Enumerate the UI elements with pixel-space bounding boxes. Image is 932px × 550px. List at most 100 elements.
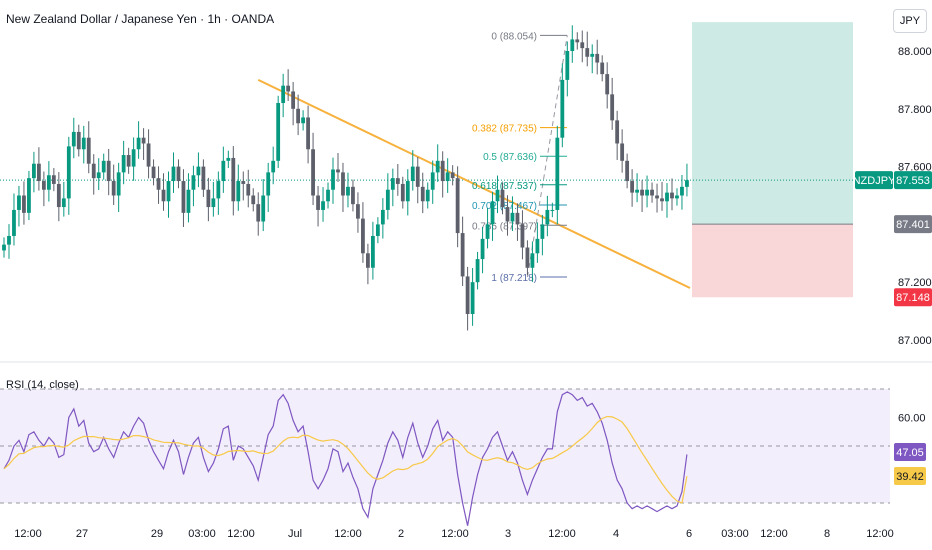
stop-price-tag-bg [894, 288, 932, 307]
candle-body [545, 209, 550, 225]
fib-trend-line [526, 35, 568, 278]
candle-body [2, 244, 6, 251]
price-tick-label: 87.800 [898, 104, 932, 116]
candle-body [266, 172, 271, 196]
candle-body [131, 149, 136, 167]
candle-body [660, 198, 664, 202]
time-tick-label: 12:00 [334, 528, 362, 540]
candle-body [346, 186, 350, 196]
candle-body [640, 189, 644, 196]
fib-level-label: 0.618 (87.537) [472, 181, 537, 192]
candle-body [196, 166, 201, 176]
candle-body [465, 276, 470, 314]
candle-body [655, 195, 659, 199]
time-tick-label: 6 [686, 528, 692, 540]
fib-level-label: 0.786 (87.397) [472, 221, 537, 232]
candle-body [101, 160, 106, 173]
rsi-tick-label: 60.00 [898, 413, 926, 425]
rsi-title: RSI (14, close) [6, 379, 79, 391]
candle-body [321, 201, 325, 210]
candle-body [251, 195, 256, 205]
candle-body [341, 172, 345, 196]
candle-body [490, 201, 495, 225]
time-tick-label: 12:00 [441, 528, 469, 540]
candle-body [615, 120, 620, 144]
candle-body [91, 163, 96, 179]
time-tick-label: 3 [505, 528, 511, 540]
price-labels: NZDJPY 87.553 87.401 87.148 47.05 39.42 [853, 171, 932, 485]
candle-body [595, 53, 600, 63]
stop-price-tag: 87.148 [896, 292, 930, 304]
rsi-ma-tag: 39.42 [896, 471, 924, 483]
last-price-tag-bg [894, 171, 932, 190]
candle-body [555, 137, 560, 210]
candle-body [570, 39, 575, 51]
candle-body [331, 169, 335, 190]
candle-body [425, 189, 430, 202]
trend-line [257, 78, 691, 289]
candle-body [221, 160, 226, 182]
candle-body [96, 172, 101, 179]
fib-level-label: 0 (88.054) [491, 31, 537, 42]
time-tick-label: 12:00 [227, 528, 255, 540]
last-price-tag: 87.553 [896, 175, 930, 187]
candle-body [216, 181, 221, 199]
time-tick-label: 12:00 [760, 528, 788, 540]
rsi-value-tag: 47.05 [896, 447, 924, 459]
candle-body [370, 235, 375, 268]
time-tick-label: Jul [288, 528, 302, 540]
time-tick-label: 12:00 [548, 528, 576, 540]
rsi-ma-line [3, 415, 688, 504]
target-zone [692, 22, 853, 225]
candle-body [136, 137, 141, 150]
candle-body [580, 42, 585, 49]
candle-body [375, 224, 380, 236]
candle-body [276, 103, 281, 161]
axes: 88.000 87.800 87.600 87.200 87.000 60.00 12:00… [14, 46, 931, 540]
candle-body [590, 53, 595, 57]
candle-body [186, 189, 191, 213]
rsi-ma-tag-bg [894, 467, 926, 485]
rsi-line [3, 391, 688, 526]
candle-body [191, 175, 196, 190]
fibonacci-retracement: 0 (88.054) 0.382 (87.735) 0.5 (87.636) 0.61… [472, 31, 568, 284]
candle-body [156, 178, 161, 190]
stop-zone [692, 224, 853, 298]
candle-body [535, 238, 540, 254]
candle-body [71, 131, 76, 147]
fib-level-label: 0.382 (87.735) [472, 124, 537, 135]
candle-body [366, 253, 370, 268]
time-tick-label: 03:00 [721, 528, 749, 540]
candle-body [410, 166, 415, 182]
currency-button[interactable]: JPY [893, 9, 927, 33]
candle-body [550, 209, 555, 211]
candle-body [650, 189, 654, 196]
candle-body [445, 172, 450, 182]
candle-body [645, 189, 649, 196]
candle-body [281, 85, 286, 104]
candle-body [510, 212, 515, 222]
candle-body [326, 189, 330, 202]
candle-body [12, 209, 16, 236]
rsi-panel [0, 361, 932, 504]
candle-body [41, 181, 46, 190]
candle-body [525, 247, 530, 268]
candle-body [575, 39, 580, 43]
candle-body [356, 204, 360, 219]
candle-body [670, 192, 674, 199]
candle-body [161, 189, 166, 202]
candle-body [500, 189, 505, 208]
candle-body [236, 181, 241, 202]
candle-body [22, 195, 26, 213]
candle-body [336, 169, 340, 173]
candle-body [435, 160, 440, 173]
symbol-tag-bg [855, 171, 893, 190]
candle-body [61, 198, 66, 208]
candle-body [86, 137, 91, 164]
candle-body [171, 166, 176, 182]
candle-body [126, 155, 131, 167]
candle-body [440, 160, 445, 182]
candle-body [211, 198, 216, 208]
candle-body [301, 117, 305, 124]
